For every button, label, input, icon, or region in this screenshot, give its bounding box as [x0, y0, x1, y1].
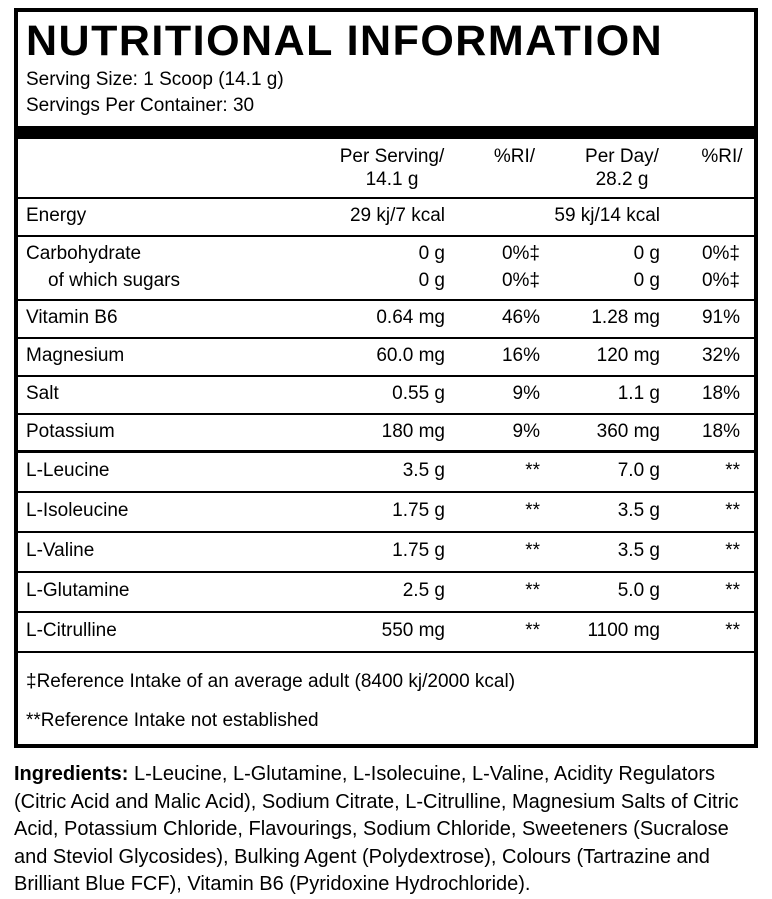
- nutrient-name: Energy: [26, 205, 87, 227]
- divider-bar: [18, 126, 754, 140]
- ri-serving-value: **: [525, 580, 540, 602]
- row-carbohydrate: Carbohydrate 0 g 0%‡ 0 g 0%‡: [18, 237, 754, 269]
- table-header-row: Per Serving/ 14.1 g %RI/ Per Day/ 28.2 g…: [18, 139, 754, 199]
- per-serving-value: 550 mg: [381, 620, 445, 642]
- per-day-value: 1.28 mg: [591, 307, 660, 329]
- ri-serving-value: 9%: [512, 420, 540, 442]
- nutrient-name: L-Valine: [26, 540, 95, 562]
- col-header-per-serving-line2: 14.1 g: [365, 169, 419, 191]
- per-day-value: 59 kj/14 kcal: [554, 205, 660, 227]
- per-serving-value: 0 g: [418, 270, 445, 292]
- nutrient-name: of which sugars: [48, 270, 181, 292]
- per-day-value: 0 g: [633, 270, 660, 292]
- ri-day-value: 91%: [701, 307, 740, 329]
- panel-title: NUTRITIONAL INFORMATION: [26, 17, 664, 65]
- per-day-value: 1100 mg: [587, 620, 660, 642]
- per-day-value: 120 mg: [596, 345, 660, 367]
- ri-day-value: 18%: [701, 383, 740, 405]
- ri-serving-value: 9%: [512, 383, 540, 405]
- ri-serving-value: 46%: [501, 307, 540, 329]
- ri-serving-value: 0%‡: [501, 270, 540, 292]
- row-l-leucine: L-Leucine 3.5 g ** 7.0 g **: [18, 453, 754, 493]
- per-day-value: 7.0 g: [617, 460, 660, 482]
- per-serving-value: 0.64 mg: [376, 307, 445, 329]
- ingredients-paragraph: Ingredients: L-Leucine, L-Glutamine, L-I…: [14, 761, 760, 899]
- col-header-per-day-line1: Per Day/: [585, 146, 659, 168]
- ri-day-value: **: [725, 540, 740, 562]
- col-header-per-day-line2: 28.2 g: [595, 169, 649, 191]
- ri-day-value: 32%: [701, 345, 740, 367]
- per-serving-value: 0 g: [418, 243, 445, 265]
- ri-serving-value: **: [525, 500, 540, 522]
- nutrient-name: L-Citrulline: [26, 620, 117, 642]
- row-vitamin-b6: Vitamin B6 0.64 mg 46% 1.28 mg 91%: [18, 301, 754, 339]
- per-day-value: 1.1 g: [617, 383, 660, 405]
- row-of-which-sugars: of which sugars 0 g 0%‡ 0 g 0%‡: [18, 269, 754, 301]
- per-serving-value: 180 mg: [381, 420, 445, 442]
- ri-day-value: 0%‡: [701, 243, 740, 265]
- per-serving-value: 29 kj/7 kcal: [349, 205, 445, 227]
- per-day-value: 0 g: [633, 243, 660, 265]
- footnotes: ‡Reference Intake of an average adult (8…: [18, 653, 754, 733]
- nutrient-name: Salt: [26, 383, 59, 405]
- ri-serving-value: **: [525, 460, 540, 482]
- row-salt: Salt 0.55 g 9% 1.1 g 18%: [18, 377, 754, 415]
- nutrient-name: Vitamin B6: [26, 307, 118, 329]
- per-day-value: 360 mg: [596, 420, 660, 442]
- servings-per-container: Servings Per Container: 30: [26, 95, 255, 117]
- footnote-not-established: **Reference Intake not established: [26, 709, 319, 731]
- row-magnesium: Magnesium 60.0 mg 16% 120 mg 32%: [18, 339, 754, 377]
- ri-serving-value: **: [525, 620, 540, 642]
- nutrient-name: Carbohydrate: [26, 243, 142, 265]
- ri-serving-value: 16%: [501, 345, 540, 367]
- serving-size: Serving Size: 1 Scoop (14.1 g): [26, 69, 284, 91]
- ri-day-value: 0%‡: [701, 270, 740, 292]
- col-header-per-day: Per Day/ 28.2 g: [562, 146, 682, 192]
- per-day-value: 3.5 g: [617, 500, 660, 522]
- ri-serving-value: **: [525, 540, 540, 562]
- col-header-ri-day-label: %RI/: [701, 146, 743, 168]
- col-header-per-serving-line1: Per Serving/: [339, 146, 445, 168]
- nutrient-name: L-Glutamine: [26, 580, 130, 602]
- footnote-reference-intake: ‡Reference Intake of an average adult (8…: [26, 670, 516, 692]
- per-serving-value: 0.55 g: [392, 383, 445, 405]
- nutrient-name: L-Isoleucine: [26, 500, 129, 522]
- ri-day-value: **: [725, 620, 740, 642]
- ri-day-value: 18%: [701, 420, 740, 442]
- nutrient-name: Potassium: [26, 420, 115, 442]
- col-header-ri-serving-label: %RI/: [493, 146, 536, 168]
- ingredients-text: L-Leucine, L-Glutamine, L-Isolecuine, L-…: [14, 763, 739, 896]
- row-potassium: Potassium 180 mg 9% 360 mg 18%: [18, 415, 754, 453]
- per-day-value: 5.0 g: [617, 580, 660, 602]
- row-energy: Energy 29 kj/7 kcal 59 kj/14 kcal: [18, 199, 754, 237]
- row-l-glutamine: L-Glutamine 2.5 g ** 5.0 g **: [18, 573, 754, 613]
- col-header-ri-serving: %RI/: [467, 146, 562, 169]
- col-header-per-serving: Per Serving/ 14.1 g: [317, 146, 467, 192]
- per-serving-value: 60.0 mg: [376, 345, 445, 367]
- ri-day-value: **: [725, 460, 740, 482]
- ri-serving-value: 0%‡: [501, 243, 540, 265]
- row-l-citrulline: L-Citrulline 550 mg ** 1100 mg **: [18, 613, 754, 653]
- row-l-isoleucine: L-Isoleucine 1.75 g ** 3.5 g **: [18, 493, 754, 533]
- row-l-valine: L-Valine 1.75 g ** 3.5 g **: [18, 533, 754, 573]
- ingredients-label: Ingredients:: [14, 763, 129, 785]
- ri-day-value: **: [725, 500, 740, 522]
- per-day-value: 3.5 g: [617, 540, 660, 562]
- per-serving-value: 1.75 g: [392, 500, 445, 522]
- col-header-ri-day: %RI/: [682, 146, 762, 169]
- per-serving-value: 3.5 g: [402, 460, 445, 482]
- nutrient-name: Magnesium: [26, 345, 125, 367]
- ri-day-value: **: [725, 580, 740, 602]
- nutrition-table: Per Serving/ 14.1 g %RI/ Per Day/ 28.2 g…: [18, 139, 754, 653]
- nutrient-name: L-Leucine: [26, 460, 110, 482]
- per-serving-value: 1.75 g: [392, 540, 445, 562]
- nutrition-panel: NUTRITIONAL INFORMATION Serving Size: 1 …: [14, 8, 758, 749]
- per-serving-value: 2.5 g: [402, 580, 445, 602]
